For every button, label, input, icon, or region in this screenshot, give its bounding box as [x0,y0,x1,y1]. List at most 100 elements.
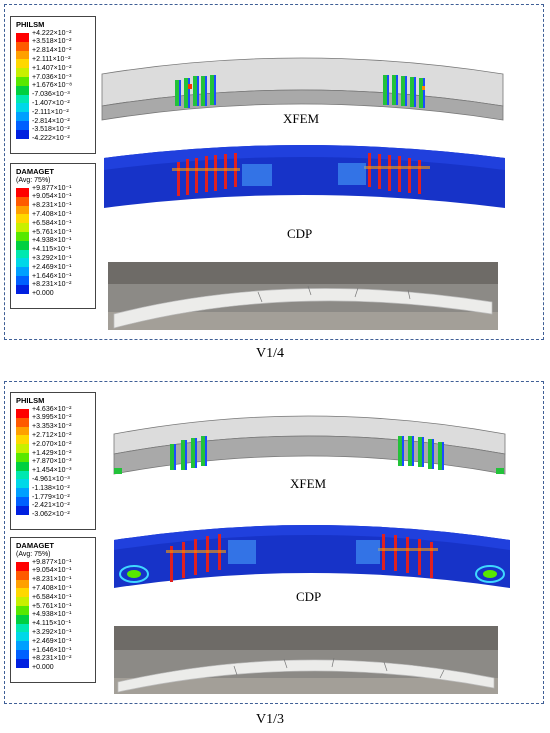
legend-value: +0.000 [32,290,54,298]
xfem-crack-bars-left [175,75,216,108]
legend-swatch [16,435,29,445]
legend-value: -7.036×10⁻³ [32,91,70,99]
legend-swatch [16,214,29,224]
legend-value: +7.408×10⁻¹ [32,584,72,592]
legend-swatch [16,240,29,250]
legend-value: -3.518×10⁻² [32,126,70,134]
legend-value: +8.231×10⁻¹ [32,576,72,584]
legend-value: +4.115×10⁻¹ [32,246,71,254]
legend-swatch [16,77,29,86]
legend-swatch [16,103,29,113]
legend-value: +2.469×10⁻¹ [32,637,72,645]
cdp-damage-right [356,534,438,578]
legend-value: +2.814×10⁻² [32,47,72,55]
xfem-crack-bars-left [170,436,207,470]
legend-swatch [16,641,29,650]
legend-swatch [16,417,29,427]
legend-value: -4.222×10⁻² [32,135,70,143]
xfem-label: XFEM [290,476,327,491]
legend-swatch [16,479,29,489]
legend-value: +1.646×10⁻¹ [32,272,72,280]
legend-value: +4.636×10⁻² [32,405,72,413]
legend-value: +9.054×10⁻¹ [32,193,72,201]
panel-v1-3 [4,381,544,704]
legend-swatch [16,129,29,139]
legend-swatch [16,562,29,571]
legend-value: -3.062×10⁻² [32,511,70,519]
legend-swatch [16,284,29,294]
cdp-damage-right [338,153,430,194]
legend-swatch [16,41,29,51]
legend-swatch [16,444,29,453]
legend-value: +2.469×10⁻¹ [32,263,72,271]
philsm-legend: PHILSM +4.636×10⁻² +3.995×10⁻² +3.353×10⁻²… [10,392,96,530]
legend-value: +7.036×10⁻³ [32,73,72,81]
xfem-crack-bars-right [398,436,444,470]
legend-swatch [16,470,29,480]
legend-swatch [16,505,29,515]
cdp-beam-model-1 [104,145,505,208]
legend-swatch [16,68,29,77]
legend-value: +3.292×10⁻¹ [32,628,72,636]
legend-value: +1.407×10⁻² [32,64,72,72]
legend-swatch [16,488,29,497]
xfem-crack-bars-right [383,75,425,108]
legend-swatch [16,112,29,121]
legend-value: -4.961×10⁻³ [32,475,70,483]
legend-value: +1.646×10⁻¹ [32,646,72,654]
legend-swatch [16,94,29,104]
panel-label-v1-4: V1/4 [256,346,284,361]
legend-swatch [16,588,29,598]
damaget-legend: DAMAGET (Avg: 75%) +9.877×10⁻¹ +9.054×10⁻… [10,537,96,683]
legend-value: +7.870×10⁻³ [32,458,72,466]
legend-swatch [16,597,29,606]
legend-swatch [16,188,29,197]
legend-swatch [16,409,29,418]
cdp-label: CDP [287,226,313,241]
legend-value: +3.353×10⁻² [32,423,72,431]
cdp-damage-left [166,534,256,582]
legend-title: DAMAGET [16,167,54,176]
cdp-label: CDP [296,589,322,604]
legend-swatch [16,426,29,436]
legend-swatch [16,196,29,206]
legend-swatch [16,267,29,276]
legend-swatch [16,461,29,471]
legend-swatch [16,623,29,633]
legend-value: +9.054×10⁻¹ [32,567,72,575]
legend-value: +3.292×10⁻¹ [32,254,72,262]
legend-value: +3.518×10⁻² [32,38,72,46]
legend-swatch [16,497,29,506]
legend-subtitle: (Avg: 75%) [16,177,51,184]
xfem-label: XFEM [283,111,320,126]
legend-value: +1.454×10⁻³ [32,467,72,475]
legend-title: PHILSM [16,20,45,29]
legend-swatch [16,453,29,462]
legend-title: PHILSM [16,396,45,405]
legend-swatch [16,276,29,285]
legend-swatch [16,33,29,42]
xfem-beam-model-1 [101,57,504,121]
legend-value: -2.421×10⁻² [32,502,70,510]
philsm-legend: PHILSM +4.222×10⁻² +3.518×10⁻² +2.814×10⁻²… [10,16,96,154]
panel-v1-4 [4,4,544,340]
legend-value: -1.779×10⁻² [32,493,70,501]
xfem-beam-model-2 [113,415,506,475]
legend-value: +6.584×10⁻¹ [32,219,72,227]
legend-swatch [16,658,29,668]
legend-value: +9.877×10⁻¹ [32,558,72,566]
legend-value: +1.429×10⁻² [32,449,72,457]
legend-value: +3.995×10⁻² [32,414,72,422]
legend-swatch [16,570,29,580]
legend-swatch [16,85,29,95]
cdp-damage-left [172,153,272,196]
legend-value: +2.111×10⁻² [32,55,71,63]
legend-value: +4.115×10⁻¹ [32,620,71,628]
legend-value: +8.231×10⁻¹ [32,202,72,210]
legend-swatch [16,579,29,589]
legend-swatch [16,50,29,60]
legend-subtitle: (Avg: 75%) [16,551,51,558]
legend-swatch [16,632,29,642]
legend-value: +2.070×10⁻² [32,440,72,448]
legend-value: +1.676×10⁻⁸ [32,82,73,90]
